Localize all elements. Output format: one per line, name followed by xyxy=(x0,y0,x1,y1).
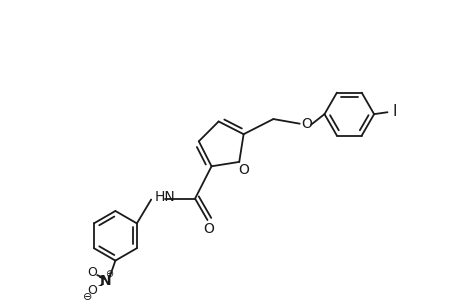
Text: ⊕: ⊕ xyxy=(106,269,113,279)
Text: O: O xyxy=(87,284,97,297)
Text: HN: HN xyxy=(154,190,174,204)
Text: O: O xyxy=(202,222,213,236)
Text: ⊖: ⊖ xyxy=(83,292,92,300)
Text: I: I xyxy=(392,104,397,119)
Text: O: O xyxy=(238,163,249,176)
Text: N: N xyxy=(100,274,112,288)
Text: O: O xyxy=(87,266,97,279)
Text: O: O xyxy=(300,117,311,131)
